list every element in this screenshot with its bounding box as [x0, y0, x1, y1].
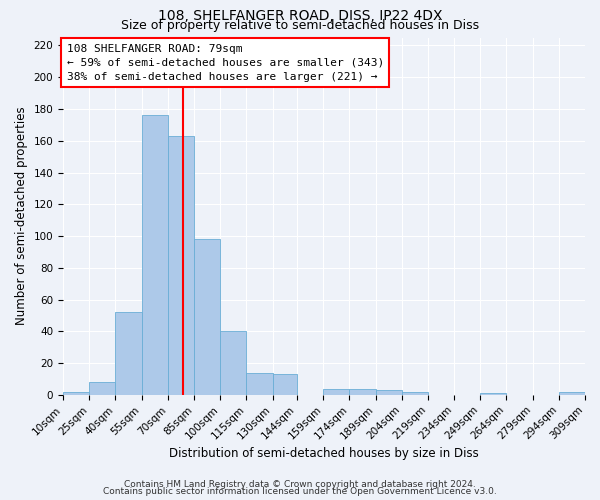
- Bar: [247, 372, 272, 395]
- Bar: [115, 312, 142, 395]
- Bar: [349, 388, 376, 395]
- Bar: [168, 136, 194, 395]
- X-axis label: Distribution of semi-detached houses by size in Diss: Distribution of semi-detached houses by …: [169, 447, 479, 460]
- Bar: [401, 392, 428, 395]
- Bar: [323, 388, 349, 395]
- Bar: [142, 116, 168, 395]
- Bar: [480, 394, 506, 395]
- Bar: [272, 374, 297, 395]
- Text: 108, SHELFANGER ROAD, DISS, IP22 4DX: 108, SHELFANGER ROAD, DISS, IP22 4DX: [158, 9, 442, 23]
- Y-axis label: Number of semi-detached properties: Number of semi-detached properties: [15, 107, 28, 326]
- Text: 108 SHELFANGER ROAD: 79sqm
← 59% of semi-detached houses are smaller (343)
38% o: 108 SHELFANGER ROAD: 79sqm ← 59% of semi…: [67, 44, 384, 82]
- Text: Size of property relative to semi-detached houses in Diss: Size of property relative to semi-detach…: [121, 18, 479, 32]
- Bar: [376, 390, 401, 395]
- Text: Contains public sector information licensed under the Open Government Licence v3: Contains public sector information licen…: [103, 487, 497, 496]
- Text: Contains HM Land Registry data © Crown copyright and database right 2024.: Contains HM Land Registry data © Crown c…: [124, 480, 476, 489]
- Bar: [220, 332, 247, 395]
- Bar: [194, 239, 220, 395]
- Bar: [89, 382, 115, 395]
- Bar: [559, 392, 585, 395]
- Bar: [63, 392, 89, 395]
